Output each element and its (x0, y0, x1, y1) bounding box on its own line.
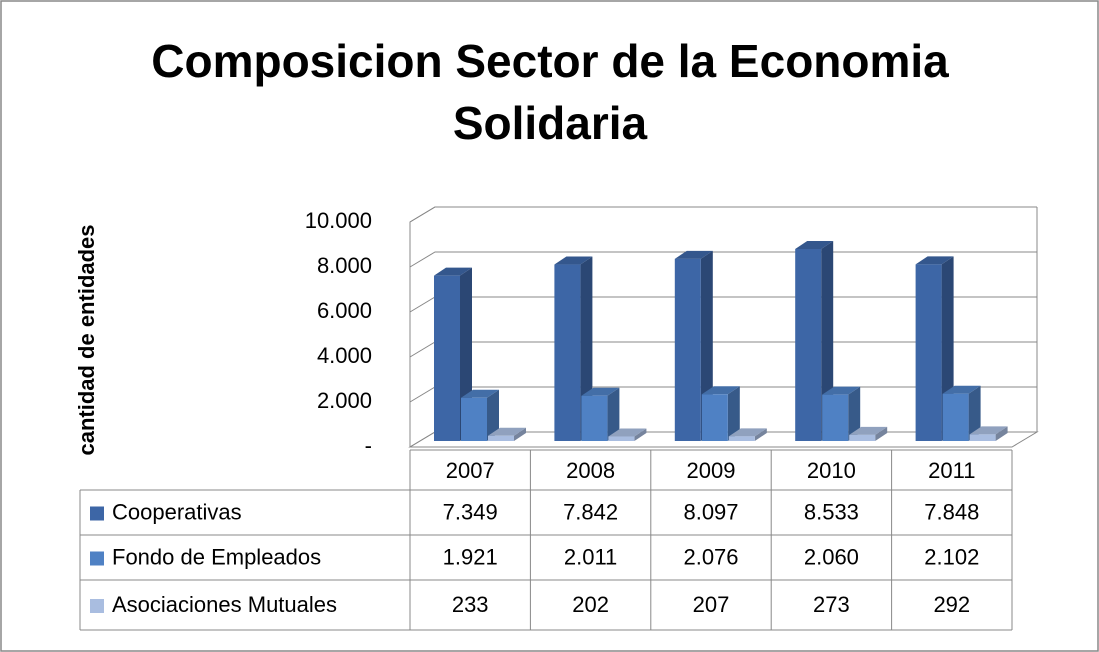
chart-title: Composicion Sector de la Economia Solida… (151, 35, 949, 149)
table-value: 8.097 (683, 499, 738, 524)
legend-swatch (90, 551, 104, 566)
x-tick-label: 2008 (566, 458, 615, 483)
y-tick-label: - (365, 433, 372, 458)
legend-label: Fondo de Empleados (112, 544, 321, 569)
bar-top (795, 241, 834, 250)
legend-label: Asociaciones Mutuales (112, 592, 337, 617)
table-value: 207 (693, 592, 730, 617)
bar-top (608, 428, 647, 437)
bar (942, 393, 969, 441)
bar (554, 264, 581, 441)
bar (434, 275, 460, 441)
grid-line (409, 206, 1037, 223)
table-value: 273 (813, 592, 850, 617)
table-value: 292 (933, 592, 970, 617)
y-tick-label: 8.000 (317, 253, 372, 278)
bar-top (461, 389, 499, 398)
bar-side (634, 428, 647, 441)
bar-side (727, 386, 740, 441)
bar-side (968, 385, 981, 441)
bar-top (488, 427, 526, 436)
bar-side (514, 427, 526, 441)
table-value: 7.349 (443, 499, 498, 524)
bar-top (554, 256, 593, 265)
x-tick-label: 2007 (446, 458, 495, 483)
legend-swatch (90, 599, 104, 613)
x-tick-label: 2010 (807, 458, 856, 483)
bar-top (674, 250, 713, 259)
bar-top (728, 428, 767, 437)
y-tick-label: 2.000 (317, 388, 372, 413)
grid-line (409, 251, 1037, 268)
bar-top (849, 426, 888, 435)
bar-top (822, 386, 861, 395)
table-value: 7.848 (924, 499, 979, 524)
legend-label: Cooperativas (112, 499, 242, 524)
table-value: 2.011 (564, 544, 617, 569)
table-value: 2.102 (924, 544, 979, 569)
bar (915, 264, 942, 441)
x-tick-label: 2009 (687, 458, 736, 483)
bar (608, 436, 635, 441)
y-tick-label: 6.000 (317, 298, 372, 323)
bar (728, 436, 755, 441)
bar-top (969, 426, 1008, 435)
legend-swatch (90, 506, 104, 521)
bar (581, 395, 608, 441)
bar (969, 434, 996, 441)
table-value: 202 (572, 592, 609, 617)
x-tick-label: 2011 (928, 458, 975, 483)
y-axis-title: cantidad de entidades (74, 224, 99, 455)
table-value: 7.842 (563, 499, 618, 524)
y-tick-label: 4.000 (317, 343, 372, 368)
y-tick-label: 10.000 (305, 208, 372, 233)
bar (822, 394, 849, 441)
bar-side (995, 426, 1008, 441)
bar (674, 258, 701, 441)
bar-top (701, 386, 740, 395)
table-value: 8.533 (804, 499, 859, 524)
table-value: 233 (452, 592, 489, 617)
table-value: 2.060 (804, 544, 859, 569)
bar-side (487, 389, 499, 441)
bar-top (434, 267, 472, 276)
bar (795, 249, 822, 441)
table-value: 2.076 (683, 544, 738, 569)
bar-side (754, 428, 767, 441)
bar-top (581, 387, 620, 396)
bar-top (942, 385, 981, 394)
bar-top (915, 256, 954, 265)
bar-side (875, 426, 888, 441)
table-value: 1.921 (443, 544, 498, 569)
bar (488, 435, 514, 441)
bar (701, 394, 728, 441)
bar-side (607, 387, 620, 441)
bar (849, 434, 876, 441)
bar-side (848, 386, 861, 441)
bar (461, 397, 487, 441)
